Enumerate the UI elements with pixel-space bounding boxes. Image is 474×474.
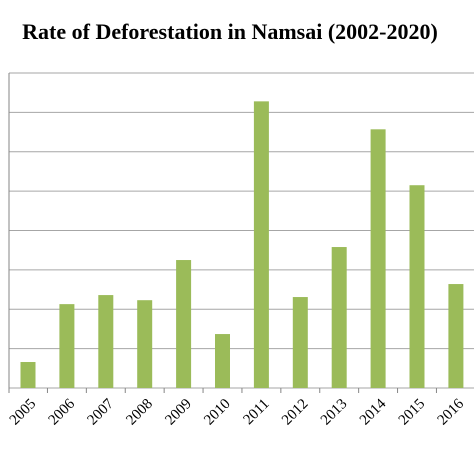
bar <box>20 362 36 388</box>
bar <box>331 247 347 388</box>
bar <box>59 304 75 388</box>
bar <box>292 297 308 388</box>
x-tick-label: 2013 <box>318 396 351 429</box>
x-tick-label: 2015 <box>396 396 429 429</box>
x-tick-label: 2014 <box>357 396 390 429</box>
chart-title: Rate of Deforestation in Namsai (2002-20… <box>22 19 438 44</box>
bar <box>176 260 192 388</box>
x-tick-label: 2011 <box>241 396 273 428</box>
x-tick-label: 2010 <box>201 396 234 429</box>
bar <box>137 300 153 388</box>
bar <box>215 334 230 388</box>
bar <box>370 129 386 388</box>
bar <box>409 185 425 388</box>
bar <box>98 295 114 388</box>
x-tick-label: 2005 <box>7 396 40 429</box>
bar <box>448 284 464 388</box>
x-tick-label: 2009 <box>162 396 195 429</box>
x-tick-label: 2008 <box>123 396 156 429</box>
x-tick-label: 2007 <box>85 396 118 429</box>
x-tick-label: 2006 <box>46 396 79 429</box>
x-tick-label: 2012 <box>279 396 312 429</box>
x-tick-label: 2016 <box>435 396 468 429</box>
bar <box>253 101 269 388</box>
